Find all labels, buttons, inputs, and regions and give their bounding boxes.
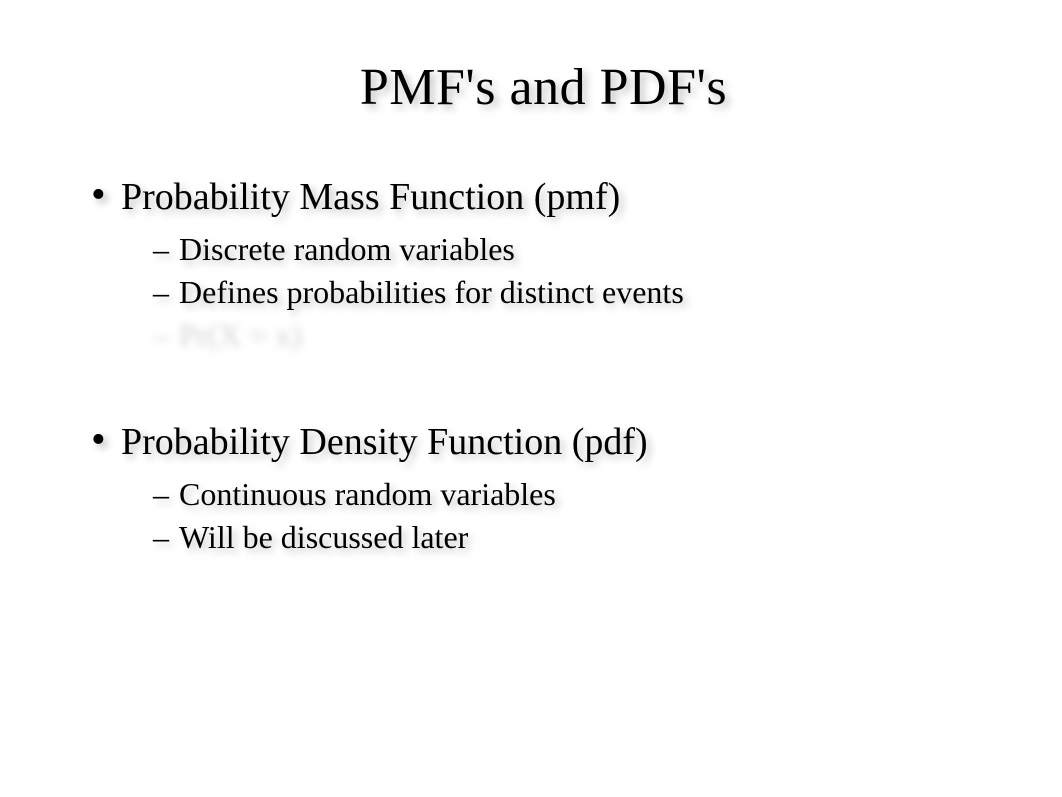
sub-bullet-discrete: Discrete random variables	[85, 231, 1002, 268]
sub-bullet-later: Will be discussed later	[85, 519, 1002, 556]
bullet-pdf: Probability Density Function (pdf)	[85, 420, 1002, 464]
spacer	[85, 360, 1002, 420]
bullet-pmf: Probability Mass Function (pmf)	[85, 175, 1002, 219]
sub-bullet-prx-text: Pr(X = x)	[179, 317, 302, 353]
slide-content: Probability Mass Function (pmf) Discrete…	[85, 175, 1002, 556]
sub-bullet-defines: Defines probabilities for distinct event…	[85, 274, 1002, 311]
sub-bullet-discrete-text: Discrete random variables	[179, 231, 515, 267]
bullet-pdf-text: Probability Density Function (pdf)	[121, 421, 648, 463]
slide-container: PMF's and PDF's Probability Mass Functio…	[0, 0, 1062, 797]
sub-bullet-defines-text: Defines probabilities for distinct event…	[179, 274, 684, 310]
sub-bullet-continuous-text: Continuous random variables	[179, 476, 556, 512]
slide-title: PMF's and PDF's	[85, 58, 1002, 117]
bullet-pmf-text: Probability Mass Function (pmf)	[121, 176, 620, 218]
sub-bullet-prx: Pr(X = x)	[85, 317, 1002, 354]
sub-bullet-continuous: Continuous random variables	[85, 476, 1002, 513]
sub-bullet-later-text: Will be discussed later	[179, 519, 468, 555]
